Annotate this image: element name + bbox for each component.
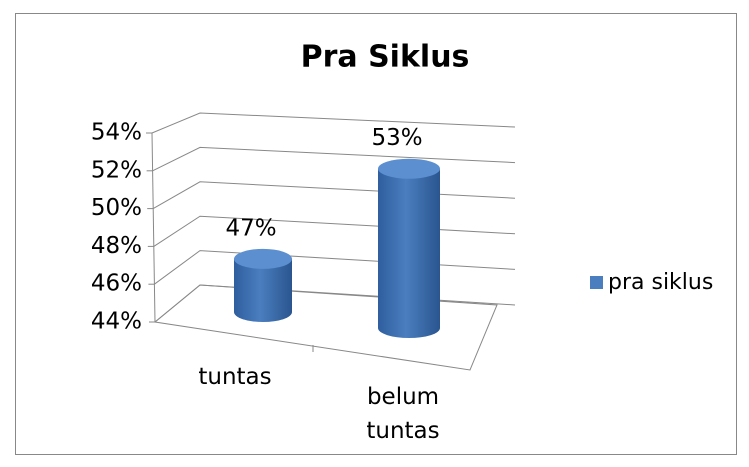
x-tick-label: tuntas <box>198 364 272 390</box>
bar-top <box>378 158 440 179</box>
legend-label: pra siklus <box>608 270 713 295</box>
data-label: 53% <box>371 125 422 151</box>
chart-title: Pra Siklus <box>301 40 470 75</box>
chart-border <box>15 13 737 455</box>
bar <box>378 168 440 338</box>
bar <box>234 258 292 322</box>
y-tick-label: 52% <box>91 157 142 183</box>
grid-line <box>151 112 516 134</box>
grid-line <box>152 146 516 172</box>
x-tick-label: belum tuntas <box>366 384 440 444</box>
legend-swatch <box>590 276 603 289</box>
y-tick-label: 50% <box>91 195 142 221</box>
y-axis <box>151 132 156 323</box>
bar-top <box>234 248 292 269</box>
data-label: 47% <box>225 215 276 241</box>
y-tick-label: 46% <box>91 271 142 297</box>
y-tick-label: 54% <box>91 120 142 146</box>
y-tick-label: 48% <box>91 233 142 259</box>
y-tick-label: 44% <box>91 309 142 335</box>
